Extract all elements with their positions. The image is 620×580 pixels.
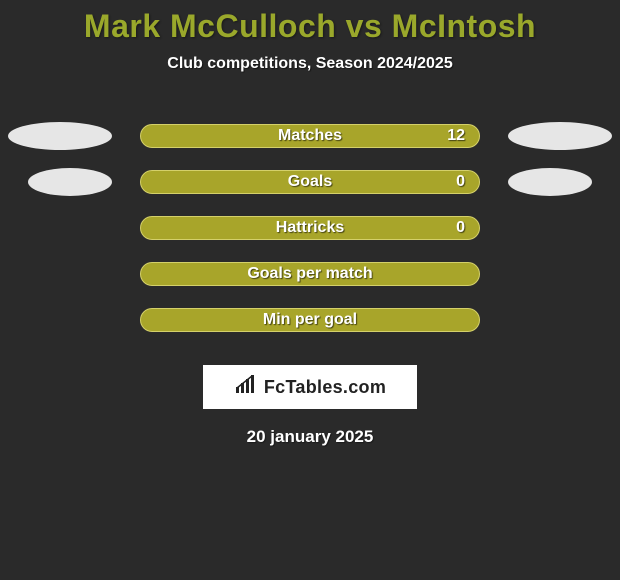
stat-value: 0 (456, 219, 465, 237)
stat-label: Hattricks (276, 219, 344, 237)
stat-bar: Goals 0 (140, 170, 480, 194)
right-ellipse-icon (508, 168, 592, 196)
stat-bar: Min per goal (140, 308, 480, 332)
stat-label: Goals (288, 173, 332, 191)
stat-value: 12 (447, 127, 465, 145)
stat-bar: Hattricks 0 (140, 216, 480, 240)
stat-row-hattricks: Hattricks 0 (0, 205, 620, 251)
stat-row-goals-per-match: Goals per match (0, 251, 620, 297)
stat-bar: Matches 12 (140, 124, 480, 148)
stat-label: Matches (278, 127, 342, 145)
left-ellipse-icon (28, 168, 112, 196)
stat-label: Goals per match (247, 265, 372, 283)
left-ellipse-icon (8, 122, 112, 150)
page-title: Mark McCulloch vs McIntosh (0, 0, 620, 45)
stat-bar: Goals per match (140, 262, 480, 286)
stat-value: 0 (456, 173, 465, 191)
stats-area: Matches 12 Goals 0 Hattricks 0 Goals per… (0, 113, 620, 343)
stat-label: Min per goal (263, 311, 357, 329)
stat-row-goals: Goals 0 (0, 159, 620, 205)
chart-icon (234, 375, 260, 400)
stat-row-min-per-goal: Min per goal (0, 297, 620, 343)
stat-row-matches: Matches 12 (0, 113, 620, 159)
subtitle: Club competitions, Season 2024/2025 (0, 55, 620, 73)
date-text: 20 january 2025 (0, 427, 620, 447)
logo-text: FcTables.com (264, 377, 386, 398)
right-ellipse-icon (508, 122, 612, 150)
fctables-logo: FcTables.com (203, 365, 417, 409)
